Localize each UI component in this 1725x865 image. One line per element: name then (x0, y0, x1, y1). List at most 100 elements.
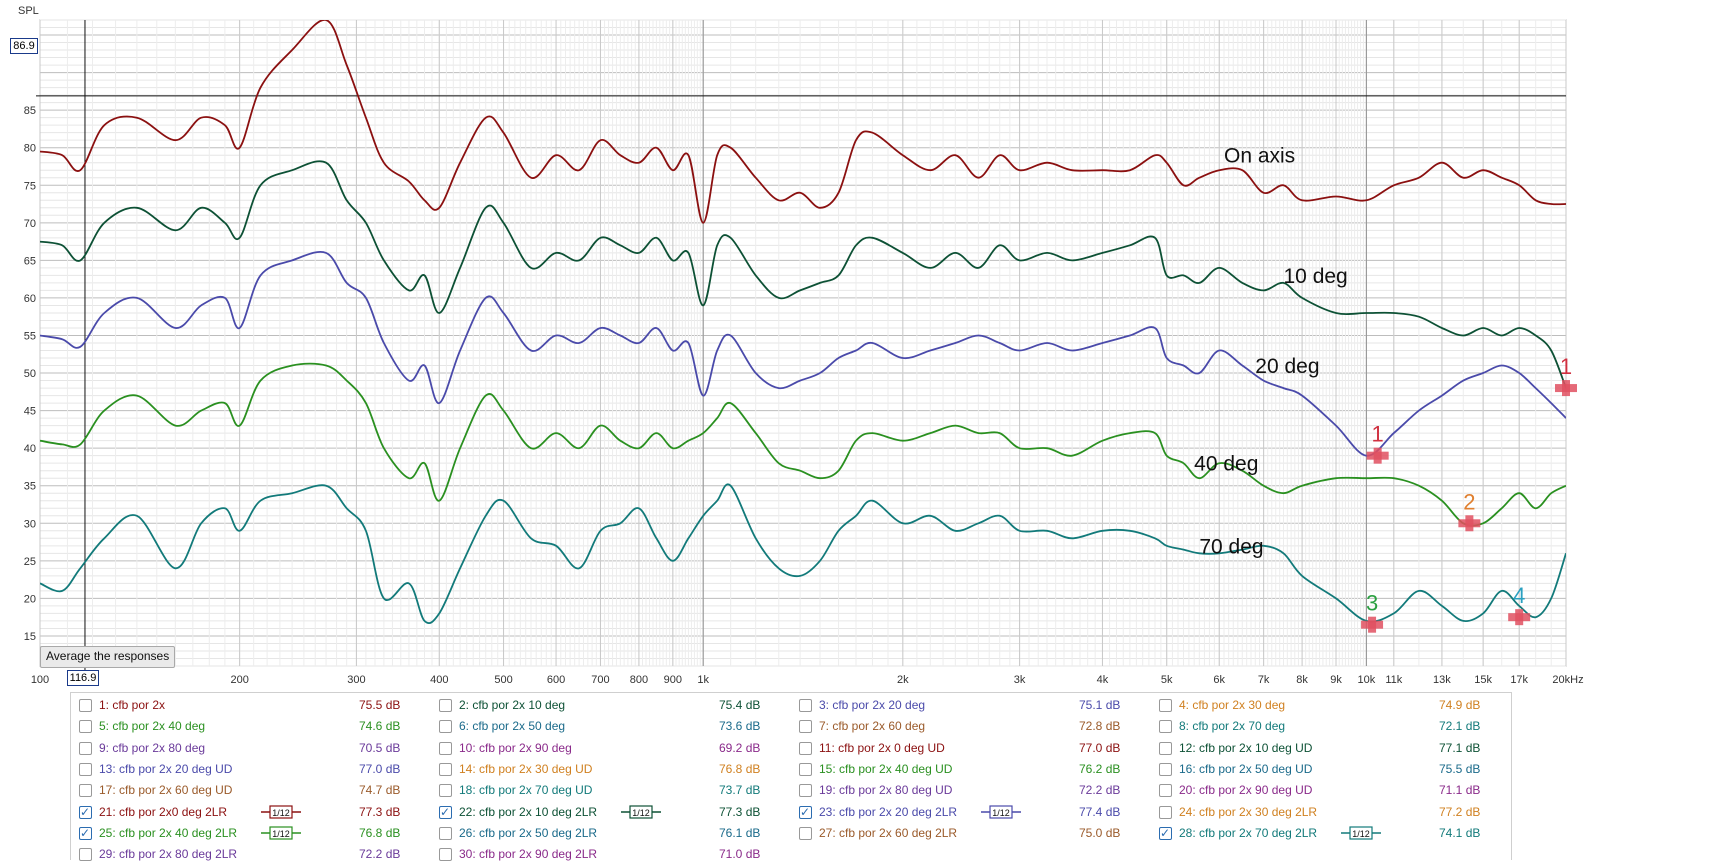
legend-checkbox[interactable] (1159, 823, 1172, 844)
legend-checkbox[interactable] (439, 826, 452, 840)
x-tick-label: 7k (1258, 674, 1270, 686)
legend-item[interactable]: 25: cfb por 2x 40 deg 2LR 1/12 76.8 dB (71, 823, 421, 844)
smoothing-badge[interactable]: 1/12 (1341, 826, 1381, 840)
legend-checkbox[interactable] (79, 848, 92, 862)
legend-item[interactable]: 16: cfb por 2x 50 deg UD 75.5 dB (1151, 759, 1501, 780)
x-tick-label: 9k (1330, 674, 1342, 686)
legend-item[interactable]: 5: cfb por 2x 40 deg 74.6 dB (71, 716, 421, 737)
smoothing-badge[interactable]: 1/12 (981, 804, 1021, 819)
legend-checkbox[interactable] (799, 720, 812, 734)
legend-checkbox[interactable] (79, 802, 92, 823)
legend-item[interactable]: 11: cfb por 2x 0 deg UD 77.0 dB (791, 738, 1141, 759)
legend-item[interactable]: 9: cfb por 2x 80 deg 70.5 dB (71, 738, 421, 759)
legend-checkbox[interactable] (439, 720, 452, 734)
legend-item[interactable]: 17: cfb por 2x 60 deg UD 74.7 dB (71, 780, 421, 801)
legend-item[interactable]: 23: cfb por 2x 20 deg 2LR 1/12 77.4 dB (791, 802, 1141, 823)
legend-checkbox[interactable] (439, 699, 452, 712)
legend-item[interactable]: 12: cfb por 2x 10 deg UD 77.1 dB (1151, 738, 1501, 759)
legend-label: 25: cfb por 2x 40 deg 2LR (99, 825, 238, 840)
legend-checkbox[interactable] (799, 826, 812, 840)
smoothing-badge[interactable]: 1/12 (261, 804, 301, 819)
y-tick-label: 25 (24, 556, 36, 568)
legend-value: 77.1 dB (1439, 740, 1481, 755)
legend-item[interactable]: 2: cfb por 2x 10 deg 75.4 dB (431, 695, 781, 716)
legend-checkbox[interactable] (1159, 741, 1172, 755)
legend-checkbox[interactable] (439, 741, 452, 755)
y-tick-label: 80 (24, 143, 36, 155)
legend-label: 2: cfb por 2x 10 deg (459, 698, 566, 712)
legend-item[interactable]: 30: cfb por 2x 90 deg 2LR 71.0 dB (431, 844, 781, 865)
frequency-response-chart[interactable]: 15 20 25 30 35 40 45 50 55 60 65 70 75 80 85 SPL 200 300 4… (0, 0, 1725, 692)
legend-checkbox[interactable] (79, 784, 92, 798)
legend-item[interactable]: 24: cfb por 2x 30 deg 2LR 77.2 dB (1151, 802, 1501, 823)
legend-item[interactable]: 21: cfb por 2x0 deg 2LR 1/12 77.3 dB (71, 802, 421, 823)
x-tick-label: 3k (1014, 674, 1026, 686)
x-tick-label: 11k (1385, 674, 1402, 686)
legend-checkbox[interactable] (1159, 762, 1172, 776)
legend-item[interactable]: 27: cfb por 2x 60 deg 2LR 75.0 dB (791, 823, 1141, 844)
legend-item[interactable]: 20: cfb por 2x 90 deg UD 71.1 dB (1151, 780, 1501, 801)
legend-checkbox[interactable] (79, 762, 92, 776)
legend-item[interactable]: 28: cfb por 2x 70 deg 2LR 1/12 74.1 dB (1151, 823, 1501, 844)
legend-checkbox[interactable] (439, 784, 452, 798)
legend-value: 75.1 dB (1079, 698, 1121, 712)
legend-checkbox[interactable] (799, 784, 812, 798)
legend-checkbox[interactable] (79, 823, 92, 844)
legend-label: 23: cfb por 2x 20 deg 2LR (819, 804, 958, 819)
legend-item[interactable]: 22: cfb por 2x 10 deg 2LR 1/12 77.3 dB (431, 802, 781, 823)
y-tick-label: 20 (24, 593, 36, 605)
legend-checkbox[interactable] (79, 720, 92, 734)
legend-item[interactable]: 3: cfb por 2x 20 deg 75.1 dB (791, 695, 1141, 716)
legend-item[interactable]: 1: cfb por 2x 75.5 dB (71, 695, 421, 716)
curve-annotation: 10 deg (1284, 265, 1348, 288)
x-tick-label: 100 (31, 674, 49, 686)
legend-label: 29: cfb por 2x 80 deg 2LR (99, 847, 238, 862)
legend-item[interactable]: 26: cfb por 2x 50 deg 2LR 76.1 dB (431, 823, 781, 844)
legend-checkbox[interactable] (439, 802, 452, 823)
marker-1: 1 (1555, 354, 1577, 397)
legend-checkbox[interactable] (799, 699, 812, 712)
legend-value: 73.6 dB (719, 719, 761, 734)
measurement-legend: 1: cfb por 2x 75.5 dB 2: cfb por 2x 10 deg… (70, 692, 1512, 862)
svg-text:1/12: 1/12 (992, 808, 1010, 818)
legend-value: 75.5 dB (1439, 761, 1481, 776)
marker-bar (1373, 447, 1382, 464)
legend-item[interactable]: 7: cfb por 2x 60 deg 72.8 dB (791, 716, 1141, 737)
legend-item[interactable]: 4: cfb por 2x 30 deg 74.9 dB (1151, 695, 1501, 716)
legend-checkbox[interactable] (799, 741, 812, 755)
legend-value: 70.5 dB (359, 740, 401, 755)
legend-item[interactable]: 29: cfb por 2x 80 deg 2LR 72.2 dB (71, 844, 421, 865)
y-tick-label: 55 (24, 330, 36, 342)
legend-checkbox[interactable] (439, 762, 452, 776)
marker-4: 4 (1508, 583, 1531, 626)
legend-item[interactable]: 6: cfb por 2x 50 deg 73.6 dB (431, 716, 781, 737)
legend-value: 75.4 dB (719, 698, 761, 712)
legend-checkbox[interactable] (799, 762, 812, 776)
legend-item[interactable]: 15: cfb por 2x 40 deg UD 76.2 dB (791, 759, 1141, 780)
legend-checkbox[interactable] (799, 802, 812, 823)
average-responses-button[interactable]: Average the responses (40, 646, 176, 668)
legend-checkbox[interactable] (1159, 784, 1172, 798)
legend-checkbox[interactable] (1159, 699, 1172, 712)
legend-checkbox[interactable] (1159, 720, 1172, 734)
legend-checkbox[interactable] (1159, 805, 1172, 819)
curve-annotation: 20 deg (1255, 355, 1319, 378)
smoothing-badge[interactable]: 1/12 (621, 804, 661, 819)
legend-item[interactable]: 19: cfb por 2x 80 deg UD 72.2 dB (791, 780, 1141, 801)
legend-item[interactable]: 18: cfb por 2x 70 deg UD 73.7 dB (431, 780, 781, 801)
smoothing-badge[interactable]: 1/12 (261, 826, 301, 840)
legend-item[interactable]: 14: cfb por 2x 30 deg UD 76.8 dB (431, 759, 781, 780)
legend-item[interactable]: 13: cfb por 2x 20 deg UD 77.0 dB (71, 759, 421, 780)
series-line-2 (40, 160, 1566, 389)
y-tick-label: 75 (24, 180, 36, 192)
legend-value: 72.2 dB (1079, 783, 1121, 798)
legend-item[interactable]: 10: cfb por 2x 90 deg 69.2 dB (431, 738, 781, 759)
legend-label: 9: cfb por 2x 80 deg (99, 740, 206, 755)
legend-checkbox[interactable] (79, 699, 92, 712)
svg-text:1/12: 1/12 (632, 808, 650, 818)
legend-label: 28: cfb por 2x 70 deg 2LR (1179, 825, 1318, 840)
legend-item[interactable]: 8: cfb por 2x 70 deg 72.1 dB (1151, 716, 1501, 737)
legend-checkbox[interactable] (79, 741, 92, 755)
legend-value: 71.0 dB (719, 847, 761, 862)
legend-checkbox[interactable] (439, 848, 452, 862)
